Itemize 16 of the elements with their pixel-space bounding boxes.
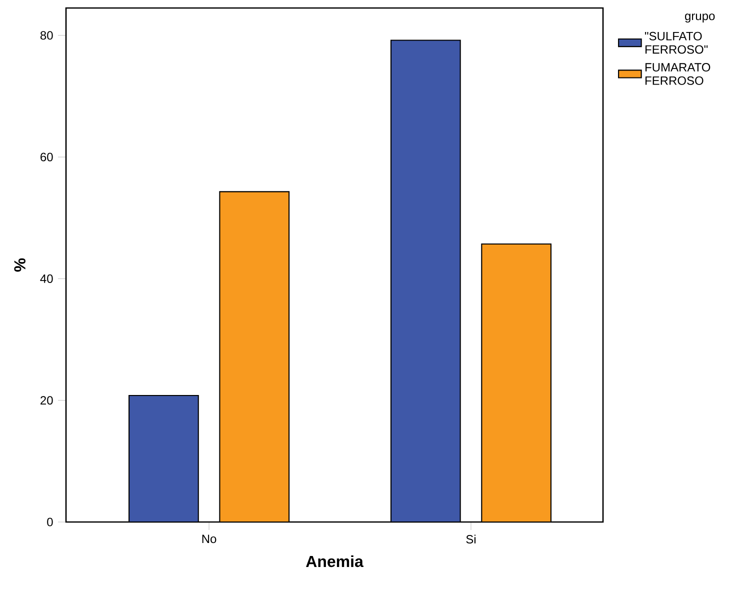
legend-label: FUMARATO FERROSO bbox=[645, 63, 710, 85]
y-tick-label: 60 bbox=[40, 152, 53, 162]
bar bbox=[128, 394, 199, 522]
bar bbox=[390, 40, 461, 522]
x-tick-label: Si bbox=[466, 534, 476, 544]
legend-label: "SULFATO FERROSO" bbox=[645, 32, 708, 54]
legend-title: grupo bbox=[685, 14, 715, 23]
y-tick-label: 0 bbox=[47, 518, 53, 526]
x-tick-label: No bbox=[202, 534, 216, 544]
y-tick-label: 80 bbox=[40, 31, 53, 40]
bar bbox=[219, 191, 290, 522]
x-axis-title: Anemia bbox=[306, 555, 364, 568]
y-tick-label: 20 bbox=[40, 396, 53, 405]
y-axis-title: % bbox=[14, 258, 26, 272]
bar bbox=[481, 243, 552, 522]
y-tick-label: 40 bbox=[40, 274, 53, 283]
